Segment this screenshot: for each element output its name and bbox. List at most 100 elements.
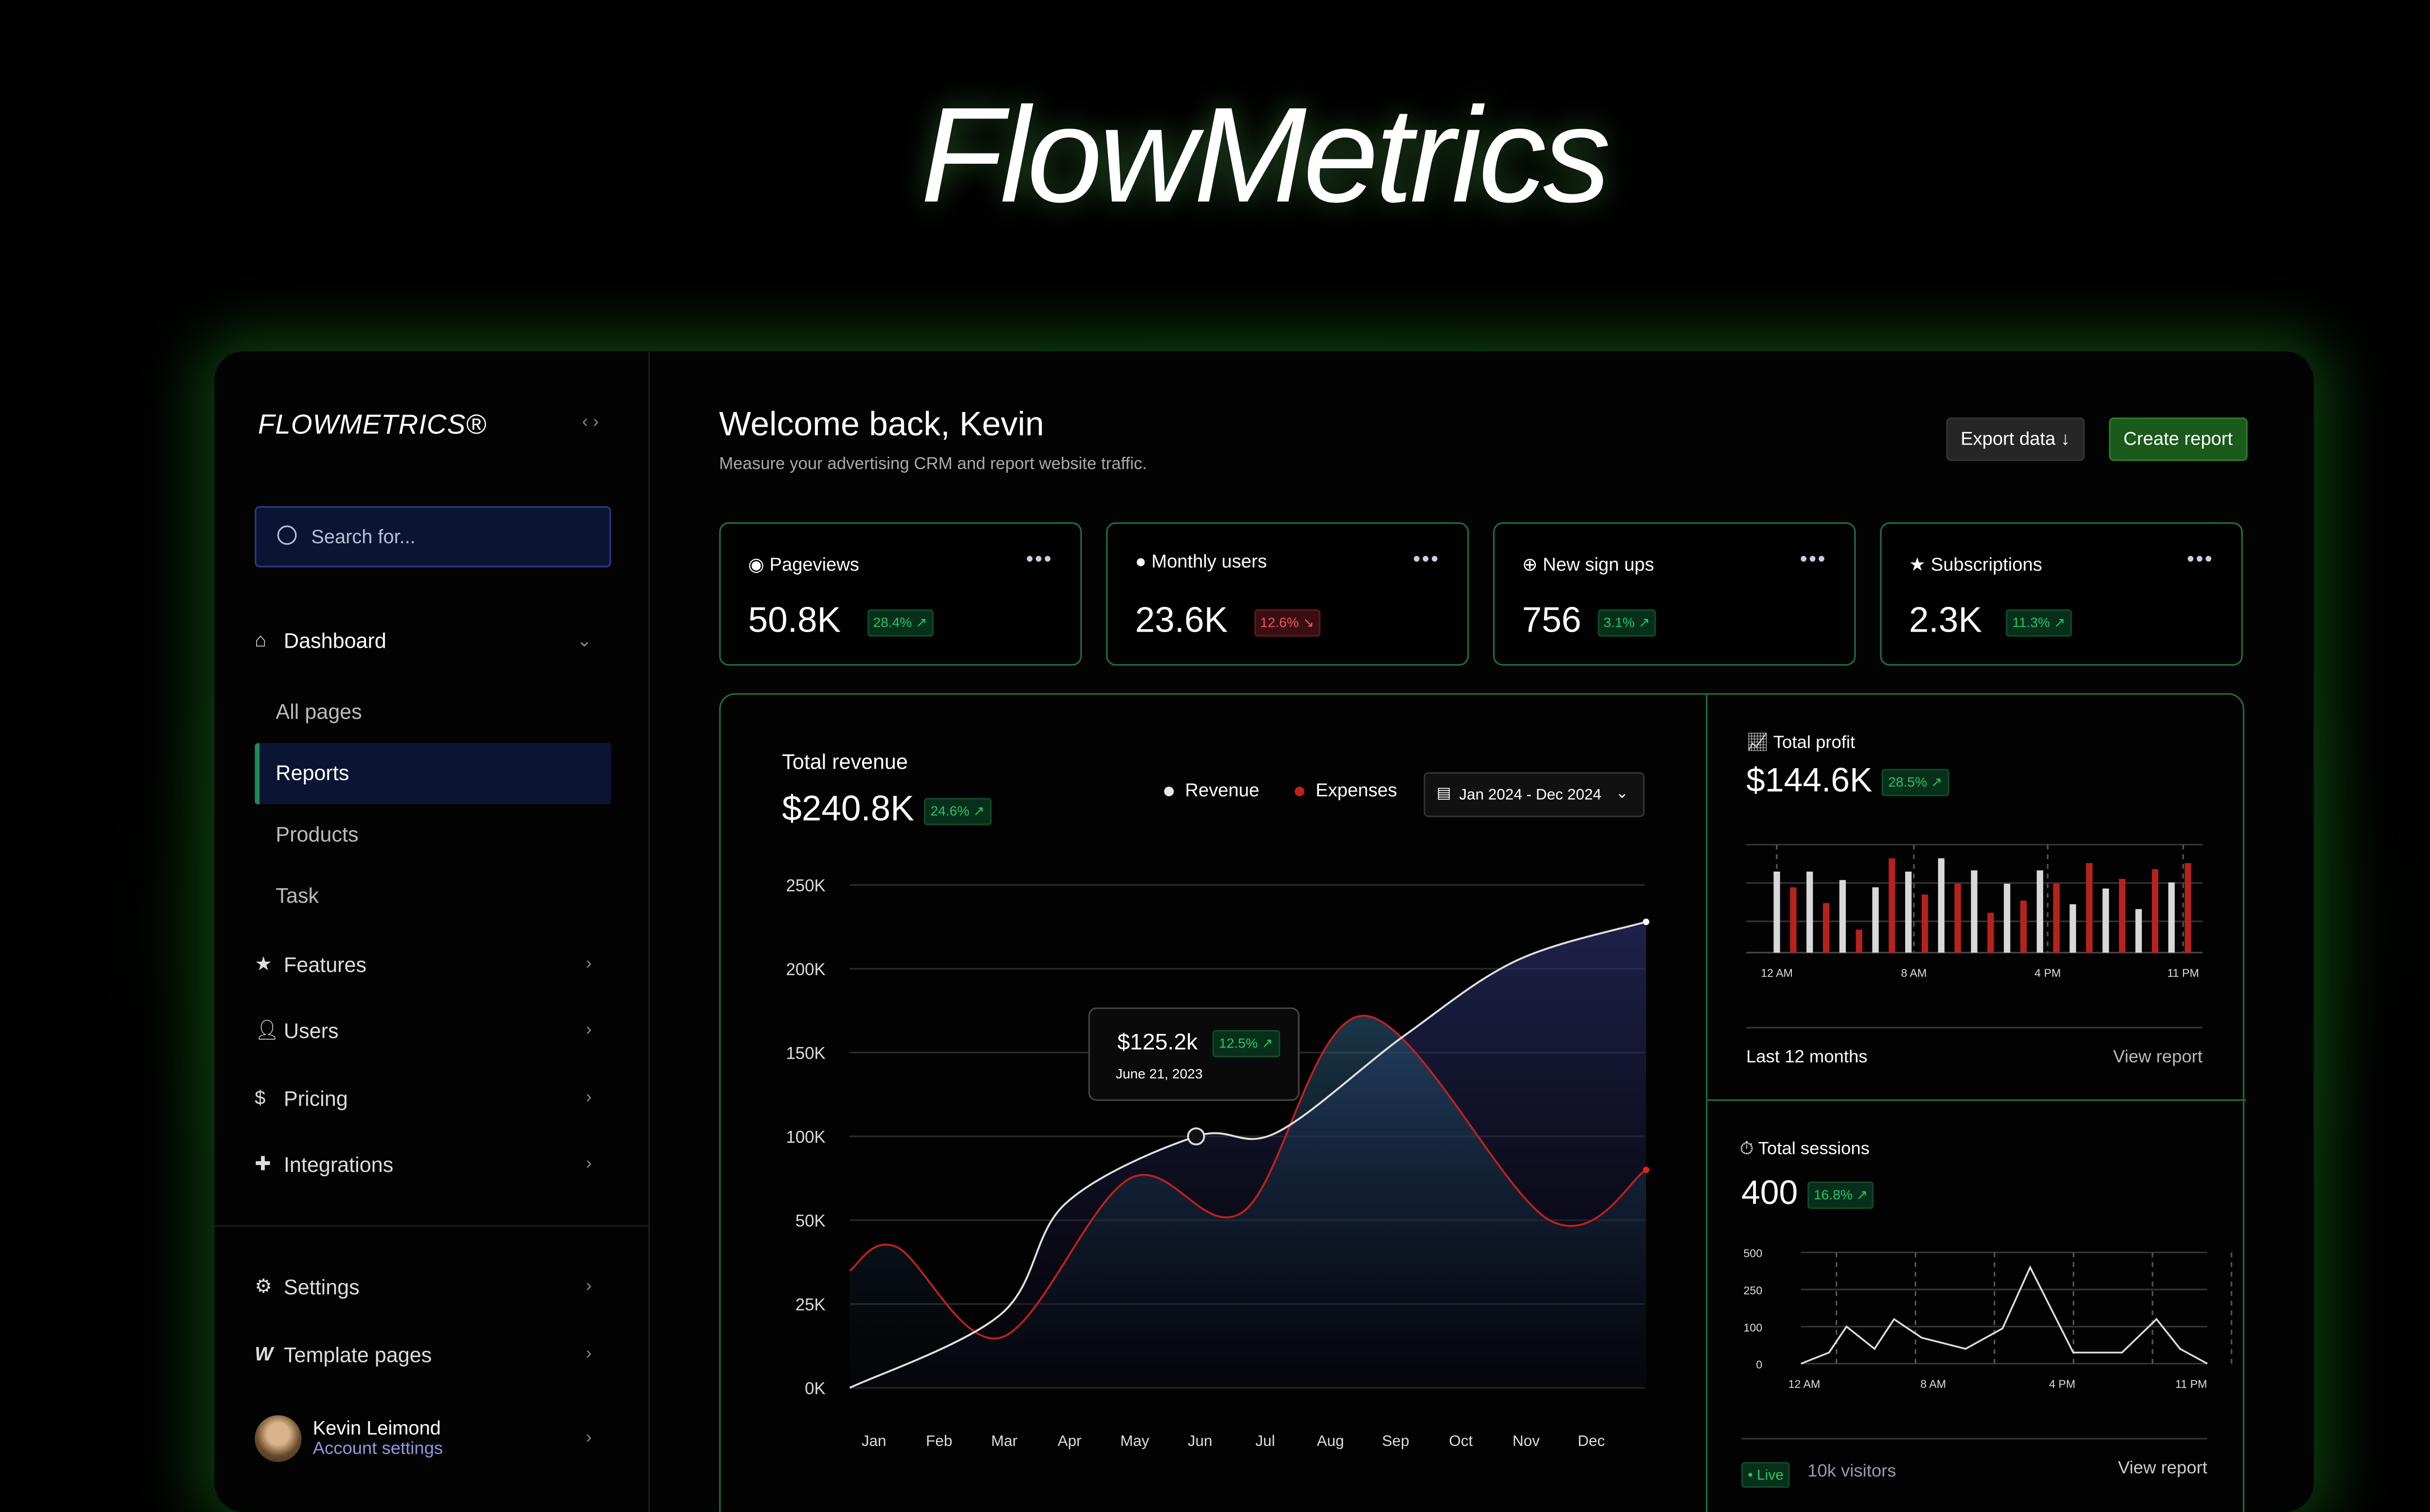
collapse-sidebar-icon[interactable]: ‹ › xyxy=(582,412,599,432)
x-tick-label: 8 AM xyxy=(1901,966,1927,979)
divider xyxy=(1741,1438,2207,1440)
sidebar-item-features[interactable]: ★ Features › xyxy=(255,935,611,993)
webflow-icon: W xyxy=(255,1342,273,1366)
change-badge: 11.3% ↗ xyxy=(2006,609,2072,637)
profit-bar xyxy=(2152,869,2158,953)
profit-label: 📈︎ Total profit xyxy=(1746,732,1855,753)
gear-icon: ⚙ xyxy=(255,1275,272,1298)
sidebar-subitem-task[interactable]: Task xyxy=(276,883,319,908)
dashboard-window: FLOWMETRICS® ‹ › Search for... ⌂ Dashboar… xyxy=(214,351,2314,1512)
profit-bar xyxy=(1872,887,1879,953)
chevron-right-icon: › xyxy=(586,1154,592,1174)
legend-revenue[interactable]: Revenue xyxy=(1164,782,1259,801)
revenue-label: Total revenue xyxy=(782,749,908,774)
stopwatch-icon: ⏱ xyxy=(1739,1139,1754,1159)
sidebar-subitem-all-pages[interactable]: All pages xyxy=(276,699,362,724)
more-options-icon[interactable]: ••• xyxy=(1800,546,1827,571)
sidebar-item-dashboard[interactable]: ⌂ Dashboard ⌄ xyxy=(255,611,611,669)
brand-logo: FLOWMETRICS® xyxy=(258,409,487,440)
stat-value: 756 xyxy=(1522,600,1581,640)
sessions-label: ⏱ Total sessions xyxy=(1740,1140,1870,1161)
y-tick-label: 500 xyxy=(1743,1247,1762,1260)
label: New sign ups xyxy=(1543,556,1654,576)
y-tick-label: 25K xyxy=(796,1295,826,1314)
sidebar: FLOWMETRICS® ‹ › Search for... ⌂ Dashboar… xyxy=(214,351,650,1512)
label: Total profit xyxy=(1773,733,1856,753)
sidebar-item-template-pages[interactable]: W Template pages › xyxy=(255,1325,611,1383)
more-options-icon[interactable]: ••• xyxy=(2187,546,2214,571)
avatar xyxy=(255,1415,302,1462)
stat-card-new-sign-ups: ⊕ New sign ups ••• 756 3.1% ↗ xyxy=(1493,522,1856,666)
sidebar-subitem-reports[interactable]: Reports xyxy=(255,743,611,805)
expenses-area xyxy=(850,1015,1647,1388)
stat-card-subscriptions: ★ Subscriptions ••• 2.3K 11.3% ↗ xyxy=(1880,522,2243,666)
user-icon: 👤︎ xyxy=(255,1018,279,1042)
sidebar-item-users[interactable]: 👤︎ Users › xyxy=(255,1001,611,1059)
sidebar-item-integrations[interactable]: ✚ Integrations › xyxy=(255,1135,611,1193)
divider xyxy=(1707,1099,2246,1101)
profit-bar xyxy=(2069,904,2076,953)
profit-bar xyxy=(2135,909,2142,953)
profit-view-report-link[interactable]: View report xyxy=(2113,1048,2203,1067)
date-range-select[interactable]: ▤ Jan 2024 - Dec 2024 ⌄ xyxy=(1423,772,1645,818)
visitors-count: 10k visitors xyxy=(1807,1462,1896,1481)
hero-title: FlowMetrics xyxy=(920,79,1611,231)
label: Users xyxy=(283,1018,339,1042)
profit-bar-chart: 12 AM 8 AM 4 PM 11 PM xyxy=(1746,843,2203,979)
eye-icon: ◉ xyxy=(748,556,764,576)
x-tick-label: 11 PM xyxy=(2167,966,2199,979)
chevron-down-icon: ⌄ xyxy=(1615,785,1629,803)
profit-bar xyxy=(2185,863,2191,953)
divider xyxy=(214,1225,650,1227)
legend-expenses[interactable]: Expenses xyxy=(1295,782,1397,801)
sidebar-item-pricing[interactable]: $ Pricing › xyxy=(255,1069,611,1127)
puzzle-icon: ✚ xyxy=(255,1152,271,1175)
profit-bar xyxy=(1987,912,1994,953)
profit-bar xyxy=(2168,882,2175,953)
create-report-button[interactable]: Create report xyxy=(2109,417,2247,461)
home-icon: ⌂ xyxy=(255,628,267,652)
value: $240.8K xyxy=(782,788,914,829)
chart-tooltip: $125.2k 12.5% ↗ June 21, 2023 xyxy=(1088,1007,1300,1101)
chevron-right-icon: › xyxy=(586,1020,592,1040)
profit-period: Last 12 months xyxy=(1746,1048,1868,1067)
y-tick-label: 0 xyxy=(1756,1358,1762,1371)
sidebar-subitem-products[interactable]: Products xyxy=(276,822,359,846)
x-tick-label: Aug xyxy=(1317,1432,1344,1449)
arrow-down-icon: ↓ xyxy=(2060,430,2070,450)
y-tick-label: 100 xyxy=(1743,1321,1762,1334)
tooltip-value: $125.2k xyxy=(1117,1028,1198,1054)
account-settings-link[interactable]: Account settings xyxy=(312,1439,443,1459)
x-tick-label: Mar xyxy=(991,1432,1017,1449)
sidebar-item-settings[interactable]: ⚙ Settings › xyxy=(255,1257,611,1315)
profit-bar xyxy=(1889,858,1895,953)
y-tick-label: 250K xyxy=(786,876,825,895)
y-tick-label: 50K xyxy=(796,1212,826,1231)
profit-bar xyxy=(2053,883,2060,953)
label: Total sessions xyxy=(1758,1139,1870,1159)
calendar-icon: ▤ xyxy=(1436,785,1451,803)
profit-bar xyxy=(1938,858,1945,953)
more-options-icon[interactable]: ••• xyxy=(1026,546,1053,571)
expenses-dot xyxy=(1295,786,1304,796)
trend-chart-icon: 📈︎ xyxy=(1746,733,1769,753)
expenses-line xyxy=(849,1014,1647,1340)
x-tick-label: 12 AM xyxy=(1788,1377,1820,1390)
stat-label: ● Monthly users xyxy=(1135,553,1267,572)
sessions-value: 400 16.8% ↗ xyxy=(1741,1175,1875,1214)
export-data-button[interactable]: Export data ↓ xyxy=(1946,417,2084,461)
plus-circle-icon: ⊕ xyxy=(1522,556,1538,576)
main-content: Welcome back, Kevin Measure your adverti… xyxy=(650,351,2314,1512)
y-tick-label: 200K xyxy=(786,960,825,979)
sessions-view-report-link[interactable]: View report xyxy=(2118,1459,2207,1478)
change-badge: 28.4% ↗ xyxy=(867,609,934,637)
x-tick-label: 11 PM xyxy=(2175,1377,2207,1390)
search-input[interactable]: Search for... xyxy=(255,506,611,567)
account-settings-button[interactable]: Kevin Leimond Account settings › xyxy=(255,1415,611,1467)
x-tick-label: Jun xyxy=(1188,1432,1213,1449)
more-options-icon[interactable]: ••• xyxy=(1413,546,1440,571)
label: Integrations xyxy=(283,1151,394,1176)
change-badge: 3.1% ↗ xyxy=(1597,609,1657,637)
profit-bar xyxy=(1905,871,1912,953)
